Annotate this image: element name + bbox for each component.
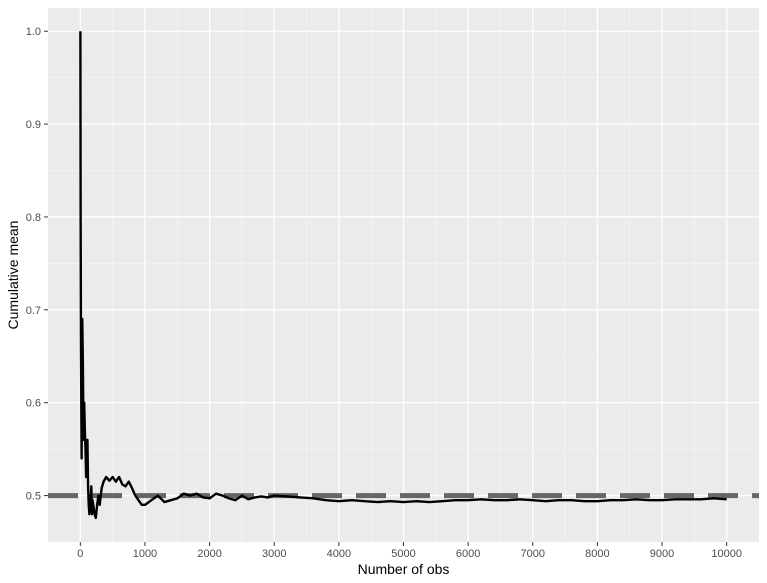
x-tick-label: 2000 bbox=[197, 548, 221, 560]
y-tick-label: 0.6 bbox=[26, 398, 41, 410]
x-tick-label: 1000 bbox=[133, 548, 157, 560]
x-tick-label: 4000 bbox=[327, 548, 351, 560]
y-tick-label: 0.8 bbox=[26, 212, 41, 224]
x-tick-label: 6000 bbox=[456, 548, 480, 560]
x-tick-label: 8000 bbox=[585, 548, 609, 560]
y-tick-label: 1.0 bbox=[26, 26, 41, 38]
y-axis-title: Cumulative mean bbox=[5, 221, 21, 330]
x-tick-label: 0 bbox=[77, 548, 83, 560]
y-tick-label: 0.9 bbox=[26, 119, 41, 131]
x-tick-label: 3000 bbox=[262, 548, 286, 560]
y-tick-label: 0.7 bbox=[26, 305, 41, 317]
y-axis: 0.5 0.6 0.7 0.8 0.9 1.0 bbox=[26, 26, 48, 503]
x-tick-label: 7000 bbox=[521, 548, 545, 560]
x-axis-title: Number of obs bbox=[358, 561, 450, 577]
x-tick-label: 5000 bbox=[391, 548, 415, 560]
x-tick-label: 9000 bbox=[650, 548, 674, 560]
series-line-cumulative-mean bbox=[79, 31, 727, 520]
x-tick-label: 10000 bbox=[711, 548, 742, 560]
y-tick-label: 0.5 bbox=[26, 491, 41, 503]
x-axis: 0 1000 2000 3000 4000 5000 6000 7000 8000 9000 100… bbox=[77, 542, 742, 560]
